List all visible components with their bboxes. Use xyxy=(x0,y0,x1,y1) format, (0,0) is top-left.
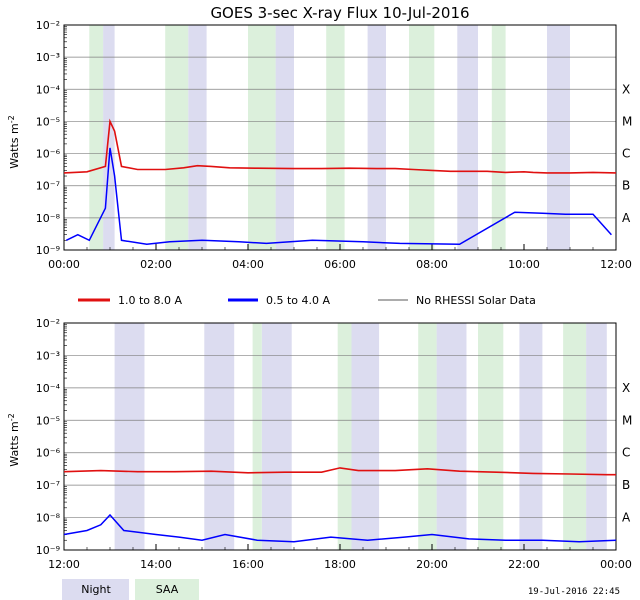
x-tick-label: 00:00 xyxy=(600,558,632,571)
class-label-c: C xyxy=(622,446,630,460)
night-band xyxy=(349,323,380,550)
night-band xyxy=(261,323,292,550)
panel-top: 10⁻⁹ 10⁻⁸ 10⁻⁷ 10⁻⁶ 10⁻⁵ 10⁻⁴ 10⁻³ 10⁻² A B C M X 00:… xyxy=(36,19,633,271)
saa-band xyxy=(337,323,352,550)
series-long-line xyxy=(63,467,616,476)
x-tick-label: 12:00 xyxy=(48,558,80,571)
x-tick-label: 22:00 xyxy=(508,558,540,571)
y-tick-label: 10⁻⁷ xyxy=(36,479,60,492)
night-band xyxy=(436,323,467,550)
class-label-m: M xyxy=(622,114,632,128)
class-label-x: X xyxy=(622,381,630,395)
panel-bottom: 10⁻⁹ 10⁻⁸ 10⁻⁷ 10⁻⁶ 10⁻⁵ 10⁻⁴ 10⁻³ 10⁻² A B C M X 12:… xyxy=(36,317,633,571)
y-tick-label: 10⁻⁹ xyxy=(36,544,60,557)
x-tick-label: 02:00 xyxy=(140,258,172,271)
y-tick-label: 10⁻³ xyxy=(36,51,60,64)
legend-series: 1.0 to 8.0 A 0.5 to 4.0 A No RHESSI Sola… xyxy=(78,294,536,307)
night-band xyxy=(188,25,207,250)
class-label-b: B xyxy=(622,179,630,193)
y-tick-label: 10⁻² xyxy=(36,19,60,32)
x-tick-label: 12:00 xyxy=(600,258,632,271)
y-axis-label-top: Watts m-2 xyxy=(7,115,21,168)
legend-saa-swatch xyxy=(135,579,199,600)
series-long-line xyxy=(63,118,617,174)
saa-band xyxy=(252,323,262,550)
y-tick-label: 10⁻⁵ xyxy=(36,115,60,128)
class-label-c: C xyxy=(622,147,630,161)
x-tick-label: 20:00 xyxy=(416,558,448,571)
saa-band xyxy=(491,25,506,250)
series-short-line xyxy=(63,513,617,543)
y-tick-label: 10⁻⁸ xyxy=(36,512,61,525)
x-tick-label: 16:00 xyxy=(232,558,264,571)
legend-night-label: Night xyxy=(81,583,111,596)
night-band xyxy=(586,323,607,550)
saa-band xyxy=(248,25,276,250)
y-tick-label: 10⁻⁸ xyxy=(36,212,61,225)
class-label-a: A xyxy=(622,511,631,525)
class-label-x: X xyxy=(622,82,630,96)
night-band xyxy=(547,25,570,250)
x-tick-label: 10:00 xyxy=(508,258,540,271)
saa-band xyxy=(563,323,587,550)
legend-saa-label: SAA xyxy=(156,583,179,596)
chart-title: GOES 3-sec X-ray Flux 10-Jul-2016 xyxy=(210,4,469,22)
night-band xyxy=(114,323,145,550)
x-tick-label: 00:00 xyxy=(48,258,80,271)
legend-norhessi-label: No RHESSI Solar Data xyxy=(416,294,536,307)
y-tick-label: 10⁻⁵ xyxy=(36,414,60,427)
legend-bands: Night SAA xyxy=(62,579,199,600)
y-tick-label: 10⁻³ xyxy=(36,349,60,362)
legend-night-swatch xyxy=(62,579,129,600)
class-label-b: B xyxy=(622,478,630,492)
y-tick-label: 10⁻⁷ xyxy=(36,180,60,193)
y-tick-label: 10⁻⁴ xyxy=(36,382,61,395)
x-tick-label: 04:00 xyxy=(232,258,264,271)
night-band xyxy=(204,323,235,550)
saa-band xyxy=(478,323,504,550)
class-label-m: M xyxy=(622,413,632,427)
x-tick-label: 14:00 xyxy=(140,558,172,571)
y-axis-label-bottom: Watts m-2 xyxy=(7,413,21,466)
night-band xyxy=(519,323,543,550)
saa-band xyxy=(165,25,189,250)
y-tick-label: 10⁻⁶ xyxy=(36,447,61,460)
saa-band xyxy=(89,25,104,250)
night-band xyxy=(275,25,294,250)
saa-band xyxy=(326,25,345,250)
night-band xyxy=(457,25,478,250)
saa-band xyxy=(418,323,437,550)
y-tick-label: 10⁻⁴ xyxy=(36,83,61,96)
x-tick-label: 08:00 xyxy=(416,258,448,271)
x-tick-label: 18:00 xyxy=(324,558,356,571)
timestamp: 19-Jul-2016 22:45 xyxy=(528,587,620,597)
x-tick-label: 06:00 xyxy=(324,258,356,271)
legend-long-label: 1.0 to 8.0 A xyxy=(118,294,183,307)
night-band xyxy=(367,25,386,250)
y-tick-label: 10⁻² xyxy=(36,317,60,330)
saa-band xyxy=(409,25,435,250)
y-tick-label: 10⁻⁹ xyxy=(36,244,60,257)
y-tick-label: 10⁻⁶ xyxy=(36,148,61,161)
series-short-line xyxy=(65,147,612,246)
legend-short-label: 0.5 to 4.0 A xyxy=(266,294,331,307)
class-label-a: A xyxy=(622,211,631,225)
